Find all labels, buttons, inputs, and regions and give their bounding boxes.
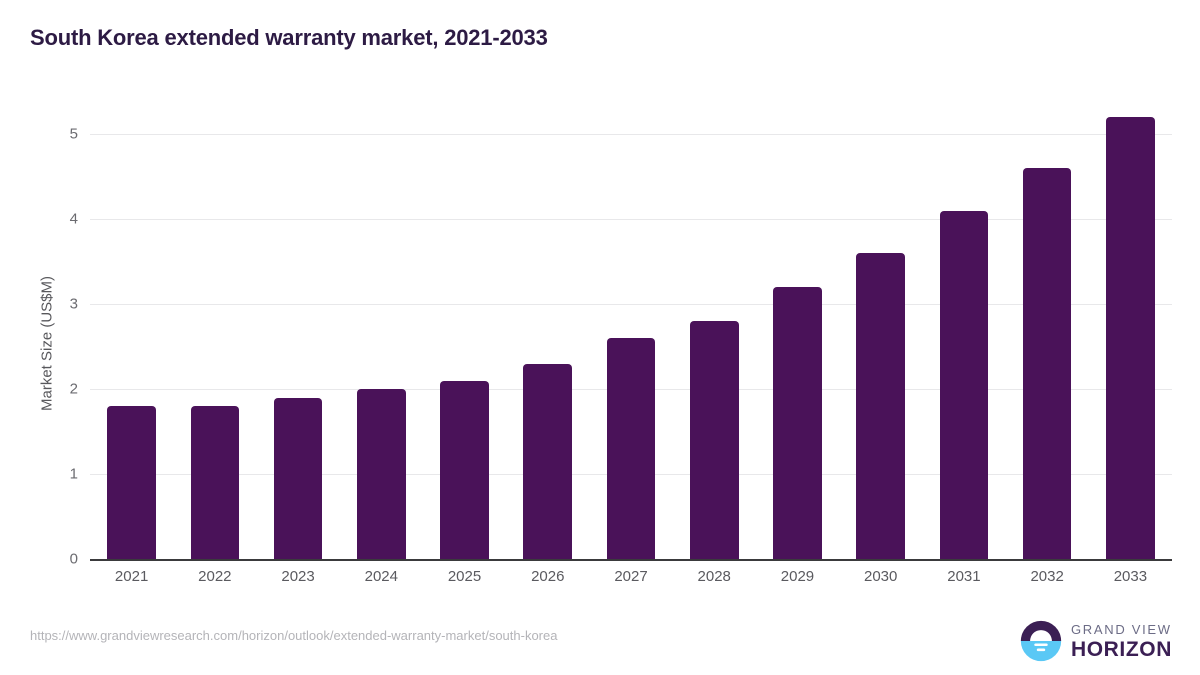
logo-line-2: HORIZON xyxy=(1070,637,1172,661)
x-axis-tick-labels: 2021 2022 2023 2024 2025 2026 2027 2028 2029 2030… xyxy=(90,568,1172,596)
x-tick-label: 2024 xyxy=(364,568,398,585)
page-title: South Korea extended warranty market, 20… xyxy=(30,25,548,50)
bar[interactable] xyxy=(1106,117,1155,559)
y-tick-label: 1 xyxy=(69,465,78,483)
logo-wordmark: GRAND VIEW HORIZON xyxy=(1071,623,1172,660)
x-tick-label: 2027 xyxy=(614,568,648,585)
bar[interactable] xyxy=(689,321,739,559)
x-axis-line xyxy=(90,559,1172,561)
bar[interactable] xyxy=(856,253,906,559)
gridline xyxy=(90,134,1172,135)
bar-series xyxy=(90,100,1172,559)
x-tick-label: 2030 xyxy=(864,568,898,585)
y-tick-label: 2 xyxy=(69,380,78,398)
x-tick-label: 2026 xyxy=(531,568,565,585)
y-tick-label: 4 xyxy=(69,210,78,228)
x-tick-label: 2021 xyxy=(114,568,149,585)
bar[interactable] xyxy=(190,406,240,559)
logo-line-1: GRAND VIEW xyxy=(1070,621,1172,637)
x-tick-label: 2022 xyxy=(198,568,232,585)
x-tick-label: 2032 xyxy=(1030,568,1064,585)
bar[interactable] xyxy=(440,380,489,559)
bar[interactable] xyxy=(523,363,573,559)
source-url[interactable]: https://www.grandviewresearch.com/horizo… xyxy=(30,628,558,643)
y-tick-label: 3 xyxy=(69,295,78,313)
x-tick-label: 2028 xyxy=(697,568,731,585)
bar[interactable] xyxy=(773,287,822,559)
y-axis-title: Market Size (US$M) xyxy=(38,275,56,412)
bar[interactable] xyxy=(1022,168,1072,559)
x-tick-label: 2025 xyxy=(447,568,482,585)
brand-logo: GRAND VIEW HORIZON xyxy=(1020,618,1172,664)
gridline xyxy=(90,304,1172,305)
x-tick-label: 2033 xyxy=(1113,568,1148,585)
x-tick-label: 2023 xyxy=(281,568,315,585)
bar[interactable] xyxy=(273,397,323,559)
x-tick-label: 2029 xyxy=(780,568,815,585)
bar[interactable] xyxy=(939,210,989,559)
y-tick-label: 0 xyxy=(69,550,78,568)
gridline xyxy=(90,219,1172,220)
bar[interactable] xyxy=(606,338,656,559)
bar[interactable] xyxy=(356,389,406,559)
bar[interactable] xyxy=(107,406,156,559)
y-tick-label: 5 xyxy=(69,125,78,143)
horizon-sunrise-circle-icon xyxy=(1020,620,1062,662)
plot-area: 0 1 2 3 4 5 xyxy=(70,100,1172,568)
x-tick-label: 2031 xyxy=(947,568,981,585)
